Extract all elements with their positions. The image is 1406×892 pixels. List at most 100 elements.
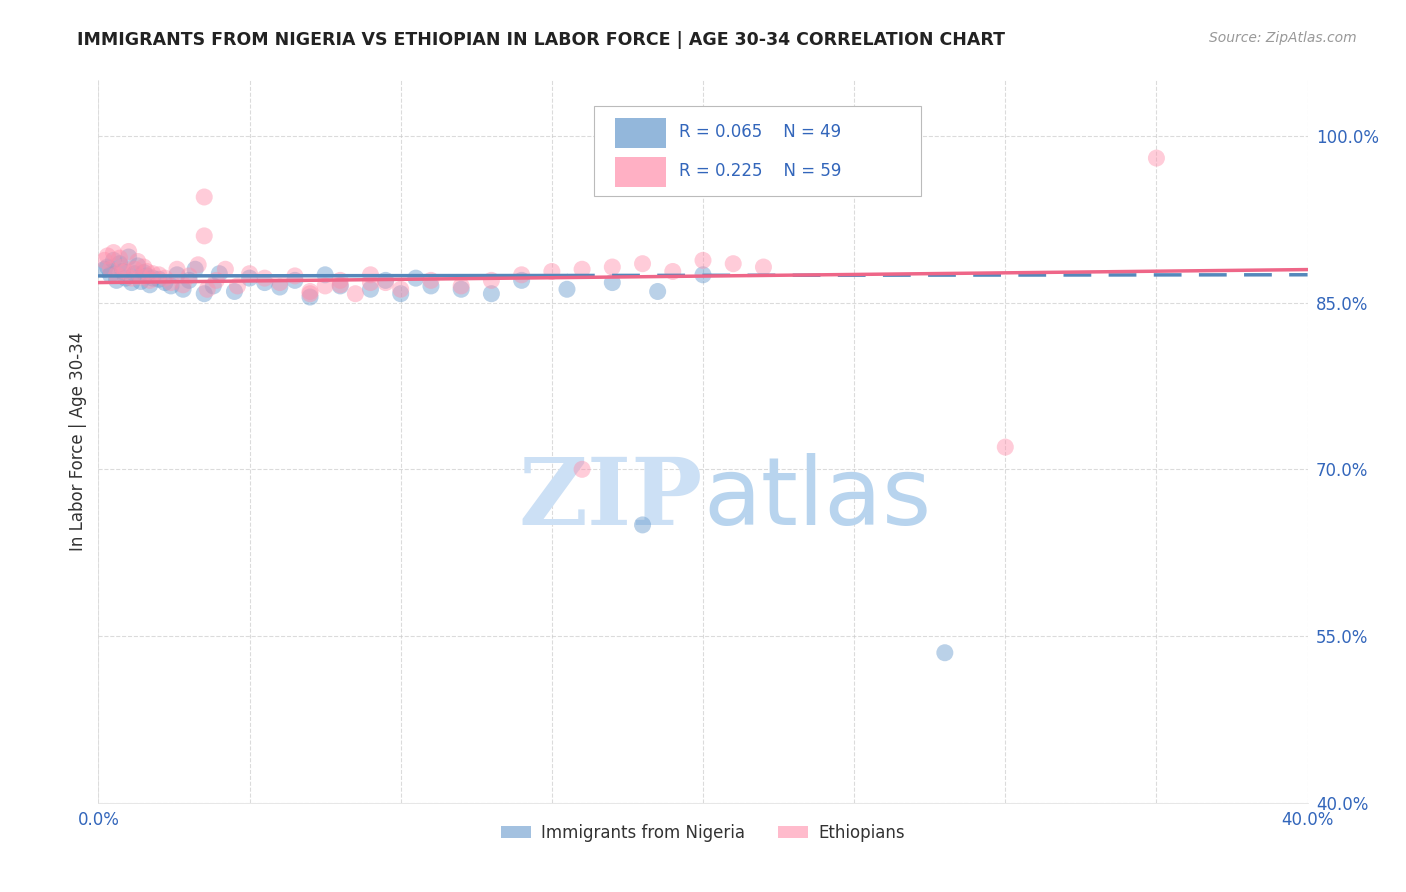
Point — [193, 228, 215, 243]
Point — [692, 253, 714, 268]
Point — [93, 253, 115, 268]
Point — [193, 190, 215, 204]
Point — [631, 257, 654, 271]
Point — [661, 264, 683, 278]
Point — [405, 271, 427, 285]
Point — [239, 271, 262, 285]
Point — [540, 264, 562, 278]
Point — [148, 268, 170, 282]
Bar — [614, 157, 665, 187]
Bar — [614, 118, 665, 148]
Point — [253, 276, 276, 290]
Point — [202, 279, 225, 293]
Point — [153, 276, 176, 290]
Point — [132, 266, 155, 280]
Point — [284, 273, 307, 287]
Point — [172, 282, 194, 296]
Point — [299, 290, 322, 304]
Point — [179, 273, 201, 287]
Point — [129, 275, 152, 289]
Point — [450, 282, 472, 296]
Point — [127, 259, 149, 273]
Point — [124, 267, 146, 281]
Point — [1144, 151, 1167, 165]
Point — [96, 249, 118, 263]
Y-axis label: In Labor Force | Age 30-34: In Labor Force | Age 30-34 — [69, 332, 87, 551]
Text: R = 0.225    N = 59: R = 0.225 N = 59 — [679, 162, 841, 180]
Point — [214, 262, 236, 277]
Point — [139, 277, 162, 292]
Point — [481, 286, 503, 301]
Text: ZIP: ZIP — [519, 454, 703, 544]
Point — [360, 282, 382, 296]
Point — [195, 282, 218, 296]
Point — [602, 276, 624, 290]
Text: IMMIGRANTS FROM NIGERIA VS ETHIOPIAN IN LABOR FORCE | AGE 30-34 CORRELATION CHAR: IMMIGRANTS FROM NIGERIA VS ETHIOPIAN IN … — [77, 31, 1005, 49]
Point — [205, 273, 228, 287]
Point — [329, 279, 352, 293]
Point — [374, 276, 396, 290]
Point — [450, 279, 472, 293]
Point — [374, 273, 396, 287]
Point — [253, 271, 276, 285]
Point — [139, 273, 162, 287]
Point — [389, 282, 412, 296]
Point — [510, 268, 533, 282]
Point — [420, 273, 443, 287]
Point — [420, 279, 443, 293]
Point — [118, 250, 141, 264]
Point — [105, 273, 128, 287]
Text: R = 0.065    N = 49: R = 0.065 N = 49 — [679, 123, 841, 142]
Point — [314, 279, 336, 293]
Point — [555, 282, 578, 296]
Point — [269, 276, 291, 290]
Point — [360, 276, 382, 290]
Point — [571, 462, 593, 476]
FancyBboxPatch shape — [595, 105, 921, 196]
Point — [148, 272, 170, 286]
Point — [224, 285, 246, 299]
Point — [752, 260, 775, 274]
Point — [602, 260, 624, 274]
Point — [269, 280, 291, 294]
Point — [111, 264, 134, 278]
Point — [153, 271, 176, 285]
Point — [142, 271, 165, 285]
Point — [647, 285, 669, 299]
Point — [108, 257, 131, 271]
Point — [571, 262, 593, 277]
Point — [121, 271, 143, 285]
Point — [329, 273, 352, 287]
Point — [193, 286, 215, 301]
Point — [481, 273, 503, 287]
Point — [166, 268, 188, 282]
Point — [510, 273, 533, 287]
Point — [129, 270, 152, 285]
Point — [329, 277, 352, 292]
Point — [160, 279, 183, 293]
Point — [111, 260, 134, 274]
Point — [208, 267, 231, 281]
Point — [93, 262, 115, 277]
Point — [226, 279, 249, 293]
Point — [105, 268, 128, 282]
Point — [103, 245, 125, 260]
Point — [299, 285, 322, 299]
Point — [723, 257, 745, 271]
Point — [135, 268, 157, 283]
Point — [135, 264, 157, 278]
Point — [172, 277, 194, 292]
Point — [631, 517, 654, 532]
Point — [314, 268, 336, 282]
Point — [96, 260, 118, 274]
Point — [179, 268, 201, 283]
Point — [124, 262, 146, 277]
Point — [114, 264, 136, 278]
Point — [121, 276, 143, 290]
Point — [284, 268, 307, 283]
Point — [994, 440, 1017, 454]
Point — [166, 262, 188, 277]
Point — [344, 286, 367, 301]
Point — [118, 244, 141, 259]
Text: Source: ZipAtlas.com: Source: ZipAtlas.com — [1209, 31, 1357, 45]
